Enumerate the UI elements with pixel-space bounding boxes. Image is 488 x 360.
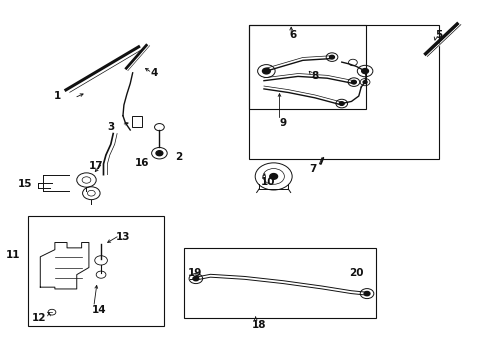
Text: 11: 11 (6, 250, 21, 260)
Bar (28, 216, 164, 327)
Text: 16: 16 (135, 158, 149, 168)
Text: 12: 12 (32, 312, 46, 323)
Text: 5: 5 (434, 30, 442, 40)
Text: 17: 17 (89, 161, 103, 171)
Circle shape (262, 68, 270, 74)
Text: 7: 7 (308, 164, 316, 174)
Circle shape (329, 55, 334, 59)
Text: 9: 9 (279, 118, 286, 128)
Text: 1: 1 (54, 91, 61, 101)
Text: 20: 20 (348, 268, 363, 278)
Circle shape (193, 276, 199, 281)
Circle shape (339, 102, 344, 105)
Text: 2: 2 (175, 152, 182, 162)
Bar (249, 24, 366, 109)
Circle shape (351, 80, 356, 84)
Text: 18: 18 (251, 320, 266, 330)
Bar (249, 24, 438, 158)
Text: 19: 19 (187, 268, 202, 278)
Circle shape (156, 151, 163, 156)
Text: 3: 3 (107, 122, 114, 132)
Text: 14: 14 (91, 305, 106, 315)
Text: 10: 10 (260, 177, 275, 187)
Circle shape (364, 292, 369, 296)
Text: 8: 8 (311, 71, 318, 81)
Bar (131, 116, 142, 127)
Circle shape (361, 68, 368, 73)
Bar (183, 248, 375, 318)
Circle shape (363, 81, 366, 84)
Text: 13: 13 (116, 232, 130, 242)
Text: 15: 15 (18, 179, 32, 189)
Circle shape (269, 174, 277, 179)
Text: 4: 4 (151, 68, 158, 78)
Text: 6: 6 (289, 30, 296, 40)
